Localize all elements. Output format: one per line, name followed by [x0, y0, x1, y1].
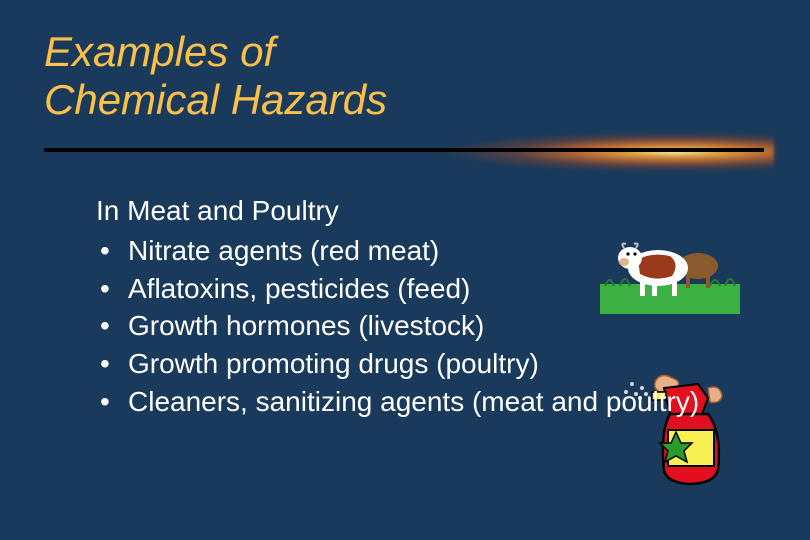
list-item-text: Cleaners, sanitizing agents (meat and po… [128, 386, 699, 417]
comet-streak-icon [274, 130, 774, 174]
list-item: Cleaners, sanitizing agents (meat and po… [96, 383, 699, 421]
subheading: In Meat and Poultry [96, 192, 699, 230]
list-item: Aflatoxins, pesticides (feed) [96, 270, 699, 308]
title-line-2: Chemical Hazards [44, 76, 810, 124]
slide-body: In Meat and Poultry Nitrate agents (red … [96, 192, 699, 421]
title-line-1: Examples of [44, 28, 810, 76]
list-item: Growth promoting drugs (poultry) [96, 345, 699, 383]
list-item: Nitrate agents (red meat) [96, 232, 699, 270]
list-item-text: Aflatoxins, pesticides (feed) [128, 273, 470, 304]
title-divider [44, 148, 764, 178]
bullet-list: Nitrate agents (red meat) Aflatoxins, pe… [96, 232, 699, 421]
list-item: Growth hormones (livestock) [96, 307, 699, 345]
list-item-text: Nitrate agents (red meat) [128, 235, 439, 266]
list-item-text: Growth promoting drugs (poultry) [128, 348, 539, 379]
slide-title: Examples of Chemical Hazards [0, 0, 810, 125]
list-item-text: Growth hormones (livestock) [128, 310, 484, 341]
underline-bar [44, 148, 764, 152]
